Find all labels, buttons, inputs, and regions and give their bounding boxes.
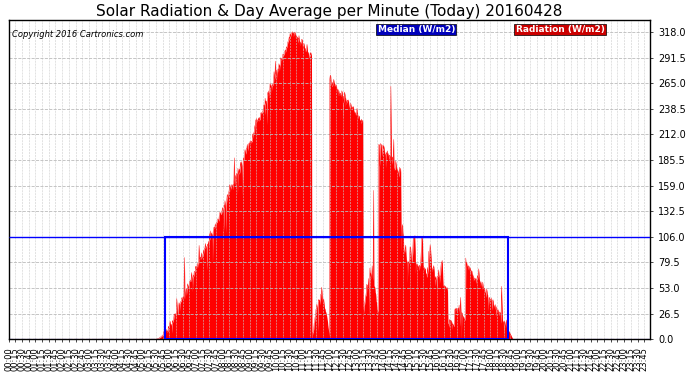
Text: Copyright 2016 Cartronics.com: Copyright 2016 Cartronics.com <box>12 30 144 39</box>
Bar <box>165 237 508 339</box>
Title: Solar Radiation & Day Average per Minute (Today) 20160428: Solar Radiation & Day Average per Minute… <box>97 4 563 19</box>
Text: Radiation (W/m2): Radiation (W/m2) <box>515 25 604 34</box>
Text: Median (W/m2): Median (W/m2) <box>377 25 455 34</box>
